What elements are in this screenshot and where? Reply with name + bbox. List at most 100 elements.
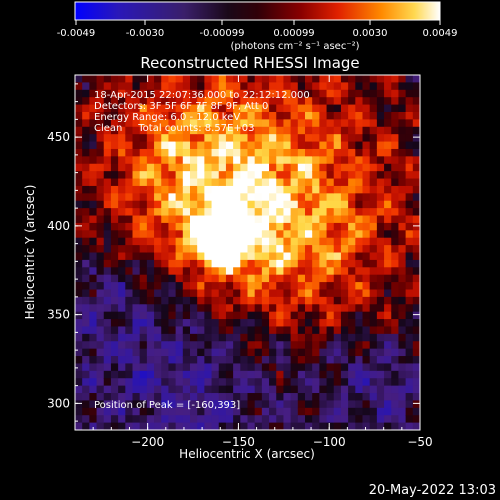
heatmap-cell bbox=[89, 237, 98, 246]
heatmap-cell bbox=[154, 163, 162, 172]
heatmap-cell bbox=[161, 296, 170, 305]
heatmap-cell bbox=[369, 104, 378, 113]
heatmap-cell bbox=[340, 259, 349, 268]
heatmap-cell bbox=[103, 289, 112, 298]
heatmap-cell bbox=[312, 111, 320, 120]
heatmap-cell bbox=[391, 326, 400, 335]
heatmap-cell bbox=[96, 230, 105, 239]
heatmap-cell bbox=[362, 356, 371, 365]
heatmap-cell bbox=[96, 97, 105, 106]
heatmap-cell bbox=[297, 341, 306, 350]
heatmap-cell bbox=[391, 319, 400, 328]
heatmap-cell bbox=[254, 333, 263, 342]
heatmap-cell bbox=[190, 163, 198, 172]
heatmap-cell bbox=[369, 363, 378, 372]
heatmap-cell bbox=[276, 333, 285, 342]
heatmap-cell bbox=[355, 348, 364, 357]
heatmap-cell bbox=[247, 326, 256, 335]
heatmap-cell bbox=[283, 119, 292, 128]
x-tick-label: −100 bbox=[313, 435, 346, 449]
heatmap-cell bbox=[103, 208, 112, 217]
heatmap-cell bbox=[139, 134, 148, 143]
heatmap-cell bbox=[254, 326, 263, 335]
heatmap-cell bbox=[204, 163, 213, 172]
heatmap-cell bbox=[326, 385, 335, 394]
heatmap-cell bbox=[348, 289, 356, 298]
heatmap-cell bbox=[103, 407, 112, 416]
heatmap-cell bbox=[197, 289, 205, 298]
heatmap-cell bbox=[276, 326, 285, 335]
heatmap-cell bbox=[391, 370, 400, 379]
heatmap-cell bbox=[197, 208, 205, 217]
heatmap-cell bbox=[225, 259, 234, 268]
heatmap-cell bbox=[161, 104, 170, 113]
heatmap-cell bbox=[362, 89, 371, 98]
heatmap-cell bbox=[154, 304, 162, 313]
heatmap-cell bbox=[204, 378, 213, 387]
heatmap-cell bbox=[197, 385, 205, 394]
heatmap-cell bbox=[312, 237, 320, 246]
heatmap-cell bbox=[75, 370, 83, 379]
heatmap-cell bbox=[405, 97, 414, 106]
heatmap-cell bbox=[118, 415, 126, 424]
heatmap-cell bbox=[175, 385, 184, 394]
heatmap-cell bbox=[89, 200, 98, 209]
heatmap-cell bbox=[225, 304, 234, 313]
heatmap-cell bbox=[254, 97, 263, 106]
heatmap-cell bbox=[161, 245, 170, 254]
heatmap-cell bbox=[82, 348, 90, 357]
heatmap-cell bbox=[75, 289, 83, 298]
heatmap-cell bbox=[333, 274, 342, 283]
heatmap-cell bbox=[132, 134, 141, 143]
heatmap-cell bbox=[305, 237, 313, 246]
heatmap-cell bbox=[405, 134, 414, 143]
heatmap-cell bbox=[118, 259, 126, 268]
heatmap-cell bbox=[110, 141, 119, 150]
heatmap-cell bbox=[233, 415, 241, 424]
heatmap-cell bbox=[75, 148, 83, 157]
heatmap-cell bbox=[276, 156, 285, 165]
heatmap-cell bbox=[305, 156, 313, 165]
heatmap-cell bbox=[161, 89, 170, 98]
heatmap-cell bbox=[405, 104, 414, 113]
heatmap-cell bbox=[132, 82, 141, 91]
heatmap-cell bbox=[233, 393, 241, 402]
heatmap-cell bbox=[283, 193, 292, 202]
heatmap-cell bbox=[276, 422, 285, 430]
heatmap-cell bbox=[319, 208, 328, 217]
heatmap-cell bbox=[340, 274, 349, 283]
heatmap-cell bbox=[89, 171, 98, 180]
heatmap-cell bbox=[110, 82, 119, 91]
y-tick-label: 300 bbox=[47, 396, 70, 410]
heatmap-cell bbox=[362, 82, 371, 91]
heatmap-cell bbox=[154, 119, 162, 128]
heatmap-cell bbox=[154, 393, 162, 402]
heatmap-cell bbox=[283, 97, 292, 106]
heatmap-cell bbox=[376, 282, 385, 291]
heatmap-cell bbox=[175, 400, 184, 409]
heatmap-cell bbox=[297, 289, 306, 298]
heatmap-cell bbox=[168, 230, 177, 239]
heatmap-cell bbox=[161, 422, 170, 430]
heatmap-cell bbox=[110, 171, 119, 180]
heatmap-cell bbox=[96, 141, 105, 150]
heatmap-cell bbox=[233, 274, 241, 283]
heatmap-cell bbox=[391, 222, 400, 231]
heatmap-cell bbox=[197, 111, 205, 120]
heatmap-cell bbox=[240, 370, 249, 379]
heatmap-cell bbox=[312, 208, 320, 217]
heatmap-cell bbox=[103, 230, 112, 239]
heatmap-cell bbox=[175, 148, 184, 157]
heatmap-cell bbox=[89, 363, 98, 372]
heatmap-cell bbox=[154, 82, 162, 91]
heatmap-cell bbox=[384, 333, 392, 342]
heatmap-cell bbox=[348, 237, 356, 246]
heatmap-cell bbox=[110, 119, 119, 128]
heatmap-cell bbox=[312, 222, 320, 231]
heatmap-cell bbox=[297, 119, 306, 128]
heatmap-cell bbox=[168, 422, 177, 430]
heatmap-cell bbox=[103, 178, 112, 187]
heatmap-cell bbox=[355, 75, 364, 83]
heatmap-cell bbox=[398, 326, 407, 335]
heatmap-cell bbox=[204, 215, 213, 224]
